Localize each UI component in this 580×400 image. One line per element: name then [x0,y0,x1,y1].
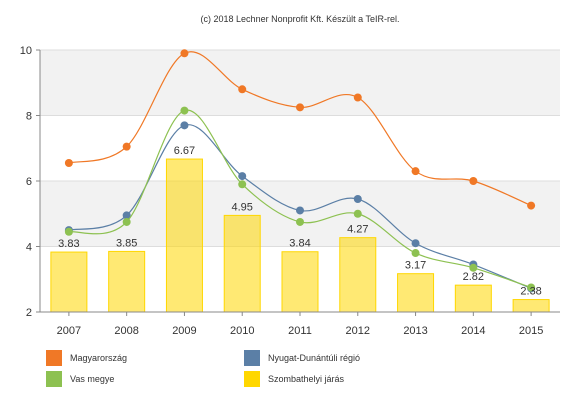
x-tick-label: 2013 [403,325,427,337]
y-tick-label: 2 [26,307,32,319]
point-vas-megye-2007 [64,227,73,236]
bar-2010 [223,214,261,313]
bar-2013 [397,273,435,313]
legend-label: Szombathelyi járás [268,374,345,384]
bar-2009 [165,158,203,313]
point-magyarorsz-g-2007 [64,158,73,167]
point-nyugat-dun-nt-li-r-gi--2010 [238,172,247,181]
legend: Magyarország Nyugat-Dunántúli régió Vas … [46,348,566,392]
point-vas-megye-2014 [469,263,478,272]
legend-item-vas-megye[interactable]: Vas megye [46,371,114,387]
legend-label: Vas megye [70,374,115,384]
legend-item-nyugat-dunantuli-regio[interactable]: Nyugat-Dunántúli régió [244,350,360,366]
y-tick-label: 6 [26,176,32,188]
x-tick-label: 2011 [288,325,312,337]
point-vas-megye-2015 [527,283,536,292]
bar-2014 [454,284,492,313]
x-tick-label: 2015 [519,325,543,337]
point-vas-megye-2008 [122,217,131,226]
point-magyarorsz-g-2013 [411,167,420,176]
legend-item-szombathelyi-jaras[interactable]: Szombathelyi járás [244,371,344,387]
point-magyarorsz-g-2011 [296,103,304,112]
point-magyarorsz-g-2008 [122,142,131,151]
bar-2008 [108,250,146,313]
y-tick-label: 4 [26,242,32,254]
bar-2015 [512,299,550,313]
legend-item-magyarorszag[interactable]: Magyarország [46,350,127,366]
point-nyugat-dun-nt-li-r-gi--2008 [122,211,131,220]
bar-value-label: 4.95 [232,201,253,213]
legend-swatch [244,371,260,387]
point-vas-megye-2012 [353,209,362,218]
point-vas-megye-2010 [238,180,247,189]
bar-2011 [281,251,319,313]
y-tick-label: 10 [20,45,32,57]
line-vas-megye [68,109,532,289]
x-tick-label: 2009 [172,325,196,337]
bar-value-label: 3.83 [58,238,79,250]
line-series [64,49,536,293]
point-vas-megye-2011 [296,217,304,226]
bar-value-label: 2.38 [520,286,541,298]
chart-title: (c) 2018 Lechner Nonprofit Kft. Készült … [201,14,400,24]
bar-labels: 3.83 3.85 6.67 4.95 3.84 4.27 3.17 2.82 2.38 [58,145,542,297]
point-magyarorsz-g-2010 [238,85,247,94]
x-tick-label: 2012 [346,325,370,337]
line-nyugat-dun-nt-li-r-gi- [68,124,532,289]
y-tick-label: 8 [26,111,32,123]
bar-value-label: 6.67 [174,145,195,157]
bar-2007 [50,251,88,313]
x-tick-label: 2014 [461,325,485,337]
point-magyarorsz-g-2012 [353,93,362,102]
legend-swatch [46,371,62,387]
legend-label: Magyarország [70,353,128,363]
legend-label: Nyugat-Dunántúli régió [268,353,361,363]
bar-series [50,158,550,313]
point-nyugat-dun-nt-li-r-gi--2011 [296,206,304,215]
bar-value-label: 3.17 [405,260,426,272]
point-nyugat-dun-nt-li-r-gi--2013 [411,239,420,248]
y-axis-ticks: 2 4 6 8 10 [20,45,40,319]
bar-value-label: 3.84 [289,238,310,250]
point-magyarorsz-g-2015 [527,201,536,210]
point-nyugat-dun-nt-li-r-gi--2012 [353,195,362,204]
point-magyarorsz-g-2014 [469,177,478,185]
bar-value-label: 2.82 [463,271,484,283]
legend-swatch [244,350,260,366]
point-vas-megye-2013 [411,249,420,258]
bar-value-label: 3.85 [116,237,137,249]
x-tick-label: 2008 [114,325,138,337]
legend-swatch [46,350,62,366]
point-nyugat-dun-nt-li-r-gi--2009 [180,121,189,130]
x-tick-label: 2010 [230,325,254,337]
bar-value-label: 4.27 [347,224,368,236]
bar-2012 [339,237,377,313]
point-magyarorsz-g-2009 [180,49,189,58]
point-vas-megye-2009 [180,106,189,115]
x-axis-ticks: 2007 2008 2009 2010 2011 2012 2013 2014 2015 [57,312,543,337]
x-tick-label: 2007 [57,325,81,337]
grid-bands [40,50,560,247]
